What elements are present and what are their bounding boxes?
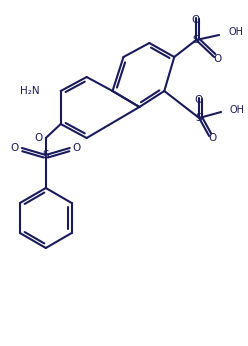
Text: H₂N: H₂N xyxy=(20,86,40,96)
Text: S: S xyxy=(196,113,202,123)
Text: O: O xyxy=(194,95,202,105)
Text: OH: OH xyxy=(228,27,243,37)
Text: O: O xyxy=(34,133,43,143)
Text: OH: OH xyxy=(229,105,244,115)
Text: O: O xyxy=(73,143,81,153)
Text: O: O xyxy=(191,15,199,25)
Text: O: O xyxy=(11,143,19,153)
Text: O: O xyxy=(208,133,216,143)
Text: O: O xyxy=(213,54,221,64)
Text: S: S xyxy=(42,150,49,160)
Text: S: S xyxy=(193,35,199,45)
